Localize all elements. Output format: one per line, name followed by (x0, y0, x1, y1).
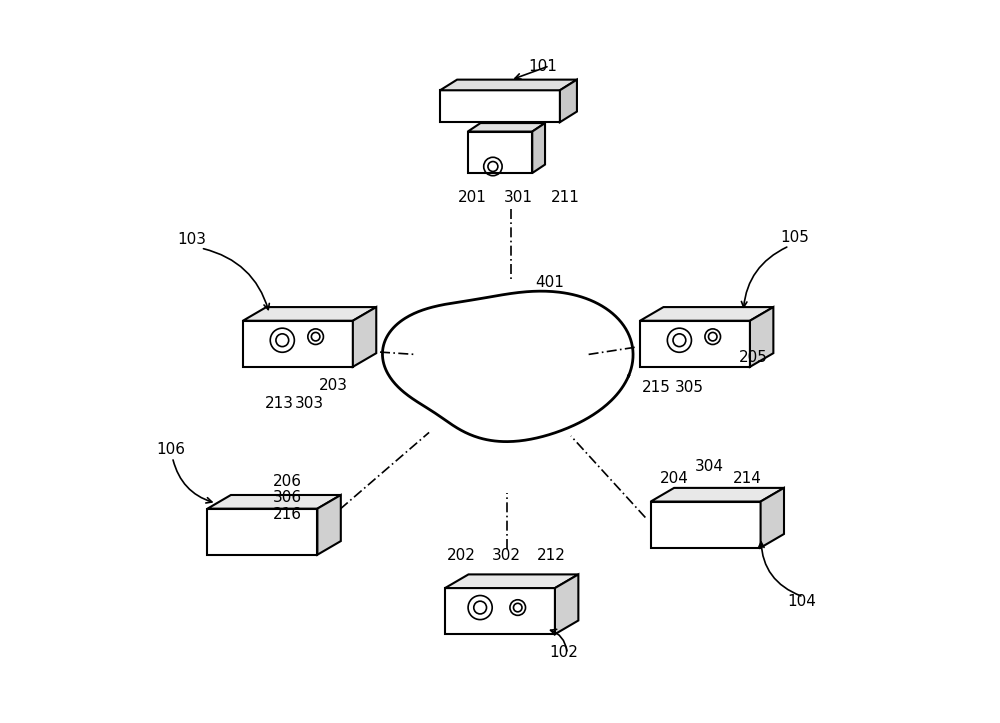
Text: 213: 213 (265, 395, 294, 411)
Text: 104: 104 (787, 594, 816, 609)
Text: 211: 211 (551, 190, 580, 205)
Text: 202: 202 (447, 548, 476, 563)
Text: 103: 103 (177, 233, 206, 247)
Text: 201: 201 (457, 190, 486, 205)
Text: 102: 102 (550, 645, 579, 660)
Polygon shape (243, 321, 353, 367)
Text: 216: 216 (273, 507, 302, 522)
Polygon shape (440, 90, 560, 122)
Polygon shape (560, 80, 577, 122)
Text: 204: 204 (660, 471, 688, 487)
Polygon shape (651, 488, 784, 502)
Text: 306: 306 (273, 490, 302, 505)
Polygon shape (317, 495, 341, 555)
Text: 214: 214 (733, 471, 761, 487)
Polygon shape (445, 588, 555, 634)
Polygon shape (243, 307, 376, 321)
Text: 106: 106 (156, 442, 185, 457)
Text: 205: 205 (739, 349, 768, 364)
Polygon shape (468, 132, 532, 173)
Text: 215: 215 (642, 380, 671, 395)
Text: 206: 206 (273, 474, 302, 489)
Polygon shape (468, 123, 545, 132)
Text: 301: 301 (504, 190, 533, 205)
Polygon shape (750, 307, 773, 367)
Polygon shape (207, 509, 317, 555)
Polygon shape (651, 502, 761, 547)
Text: 105: 105 (780, 231, 809, 245)
Polygon shape (440, 80, 577, 90)
Text: 303: 303 (294, 395, 323, 411)
Polygon shape (353, 307, 376, 367)
Polygon shape (640, 321, 750, 367)
Polygon shape (445, 574, 578, 588)
Polygon shape (761, 488, 784, 547)
Text: 203: 203 (319, 378, 348, 393)
Polygon shape (207, 495, 341, 509)
Text: 401: 401 (535, 275, 564, 290)
Polygon shape (640, 307, 773, 321)
Polygon shape (555, 574, 578, 634)
Text: 305: 305 (675, 380, 704, 395)
Polygon shape (532, 123, 545, 173)
Text: 101: 101 (528, 59, 557, 74)
Text: 212: 212 (537, 548, 566, 563)
Text: 302: 302 (491, 548, 520, 563)
Text: 304: 304 (695, 459, 724, 474)
